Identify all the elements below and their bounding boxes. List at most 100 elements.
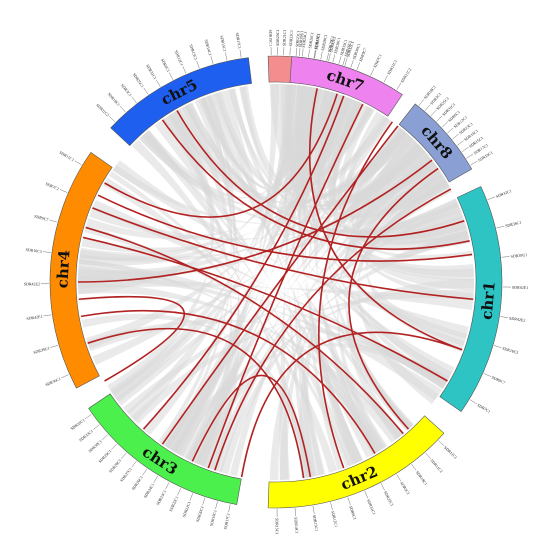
gene-tick [61,374,69,378]
gene-label: SDR31C1 [366,498,377,515]
gene-tick [487,196,496,200]
gene-tick [143,87,149,95]
gene-label: SDR31C1 [145,64,158,81]
background-link [355,141,466,242]
gene-tick [370,68,375,76]
gene-tick [50,345,59,348]
gene-label: SDR26C1 [130,475,143,491]
gene-label: SDR3C1 [120,83,133,97]
highlight-link [176,110,465,238]
highlight-link [97,194,473,262]
background-link [92,144,425,365]
gene-tick [84,414,92,420]
gene-tick [295,47,297,56]
background-links [78,84,474,480]
gene-tick [225,52,228,61]
gene-tick [501,256,510,258]
gene-tick [42,251,51,253]
gene-tick [153,475,159,483]
gene-label: SDR11C1 [443,445,458,460]
gene-label: SDR24C1 [301,31,308,48]
gene-label: SDR3C1 [399,481,411,496]
gene-tick [294,508,296,517]
gene-tick [142,468,148,476]
gene-label: SDR15C1 [275,518,280,534]
background-link [178,104,426,208]
gene-label: SDR6C1 [348,505,357,520]
background-link [350,126,471,252]
background-link [143,87,323,199]
gene-tick [330,502,333,511]
gene-label: SDR29C1 [97,449,112,464]
gene-tick [202,497,206,506]
highlight-link [92,207,474,301]
gene-tick [43,314,52,317]
chromosome-block-chr7 [289,56,403,117]
gene-label: SDR42E2 [328,36,337,53]
gene-tick [165,482,170,490]
background-link [357,173,448,405]
gene-label: SDR39U1 [33,345,50,354]
gene-label: SDR23C1 [294,30,300,47]
gene-tick [347,497,351,505]
highlight-link [85,226,404,435]
gene-tick [156,79,161,87]
gene-tick [313,50,316,59]
gene-tick [342,57,346,66]
gene-label: SDR18C1 [107,91,122,107]
chromosome-label-chr4: chr4 [53,249,73,288]
gene-label: SDR28C1 [108,458,123,474]
gene-label: SDR42E1 [26,314,43,321]
highlight-link [77,159,433,283]
background-link [112,160,469,339]
gene-tick [461,147,469,152]
background-link [78,277,474,310]
gene-tick [483,373,492,377]
gene-label: SDR12C1 [330,510,339,527]
gene-label: SDR22C1 [168,495,179,512]
gene-label: SDR21C1 [181,501,192,518]
gene-label: SDR24C1 [142,482,155,499]
gene-tick [424,104,431,111]
gene-label: SDR16C5 [25,247,42,254]
gene-label: SDR42E2 [509,315,526,322]
gene-tick [396,474,401,482]
gene-tick [308,49,310,58]
background-link [359,159,459,236]
gene-tick [314,50,317,59]
chromosome-block-chr1 [439,186,503,413]
gene-label: SDR23C1 [155,489,167,506]
gene-label: SDR22C1 [288,30,294,47]
gene-tick [121,452,127,459]
gene-label: SDR27C1 [314,33,322,50]
gene-label: SDR39U1 [298,30,305,47]
gene-tick [215,501,218,510]
background-link [184,102,464,235]
gene-tick [470,160,478,166]
gene-tick [430,110,437,117]
gene-label: SDR36C1 [351,43,361,60]
gene-label: SDR19C1 [268,30,273,47]
gene-label: SDR39U1 [510,252,527,259]
gene-tick [74,160,82,166]
highlight-link [207,103,364,469]
background-link [179,137,420,461]
gene-label: SDR7C1 [45,181,60,191]
background-link [169,117,392,453]
gene-label: SDR15C1 [219,35,227,52]
gene-tick [466,153,474,159]
gene-tick [350,60,354,68]
gene-label: SDR32C1 [69,417,85,431]
gene-tick [396,82,402,90]
highlight-link [87,327,305,479]
gene-label: SDR25C1 [132,72,145,88]
gene-label: SDR16C5 [343,40,353,57]
gene-tick [228,504,231,513]
gene-tick [411,464,417,471]
gene-label: SDR11C2 [95,102,110,117]
gene-label: SDR13C1 [188,44,198,61]
gene-label: SDR13C1 [312,514,320,531]
gene-label: SDR32C1 [345,41,355,58]
gene-label: SDR42E1 [313,33,321,50]
gene-label: SDR42E1 [512,285,528,290]
